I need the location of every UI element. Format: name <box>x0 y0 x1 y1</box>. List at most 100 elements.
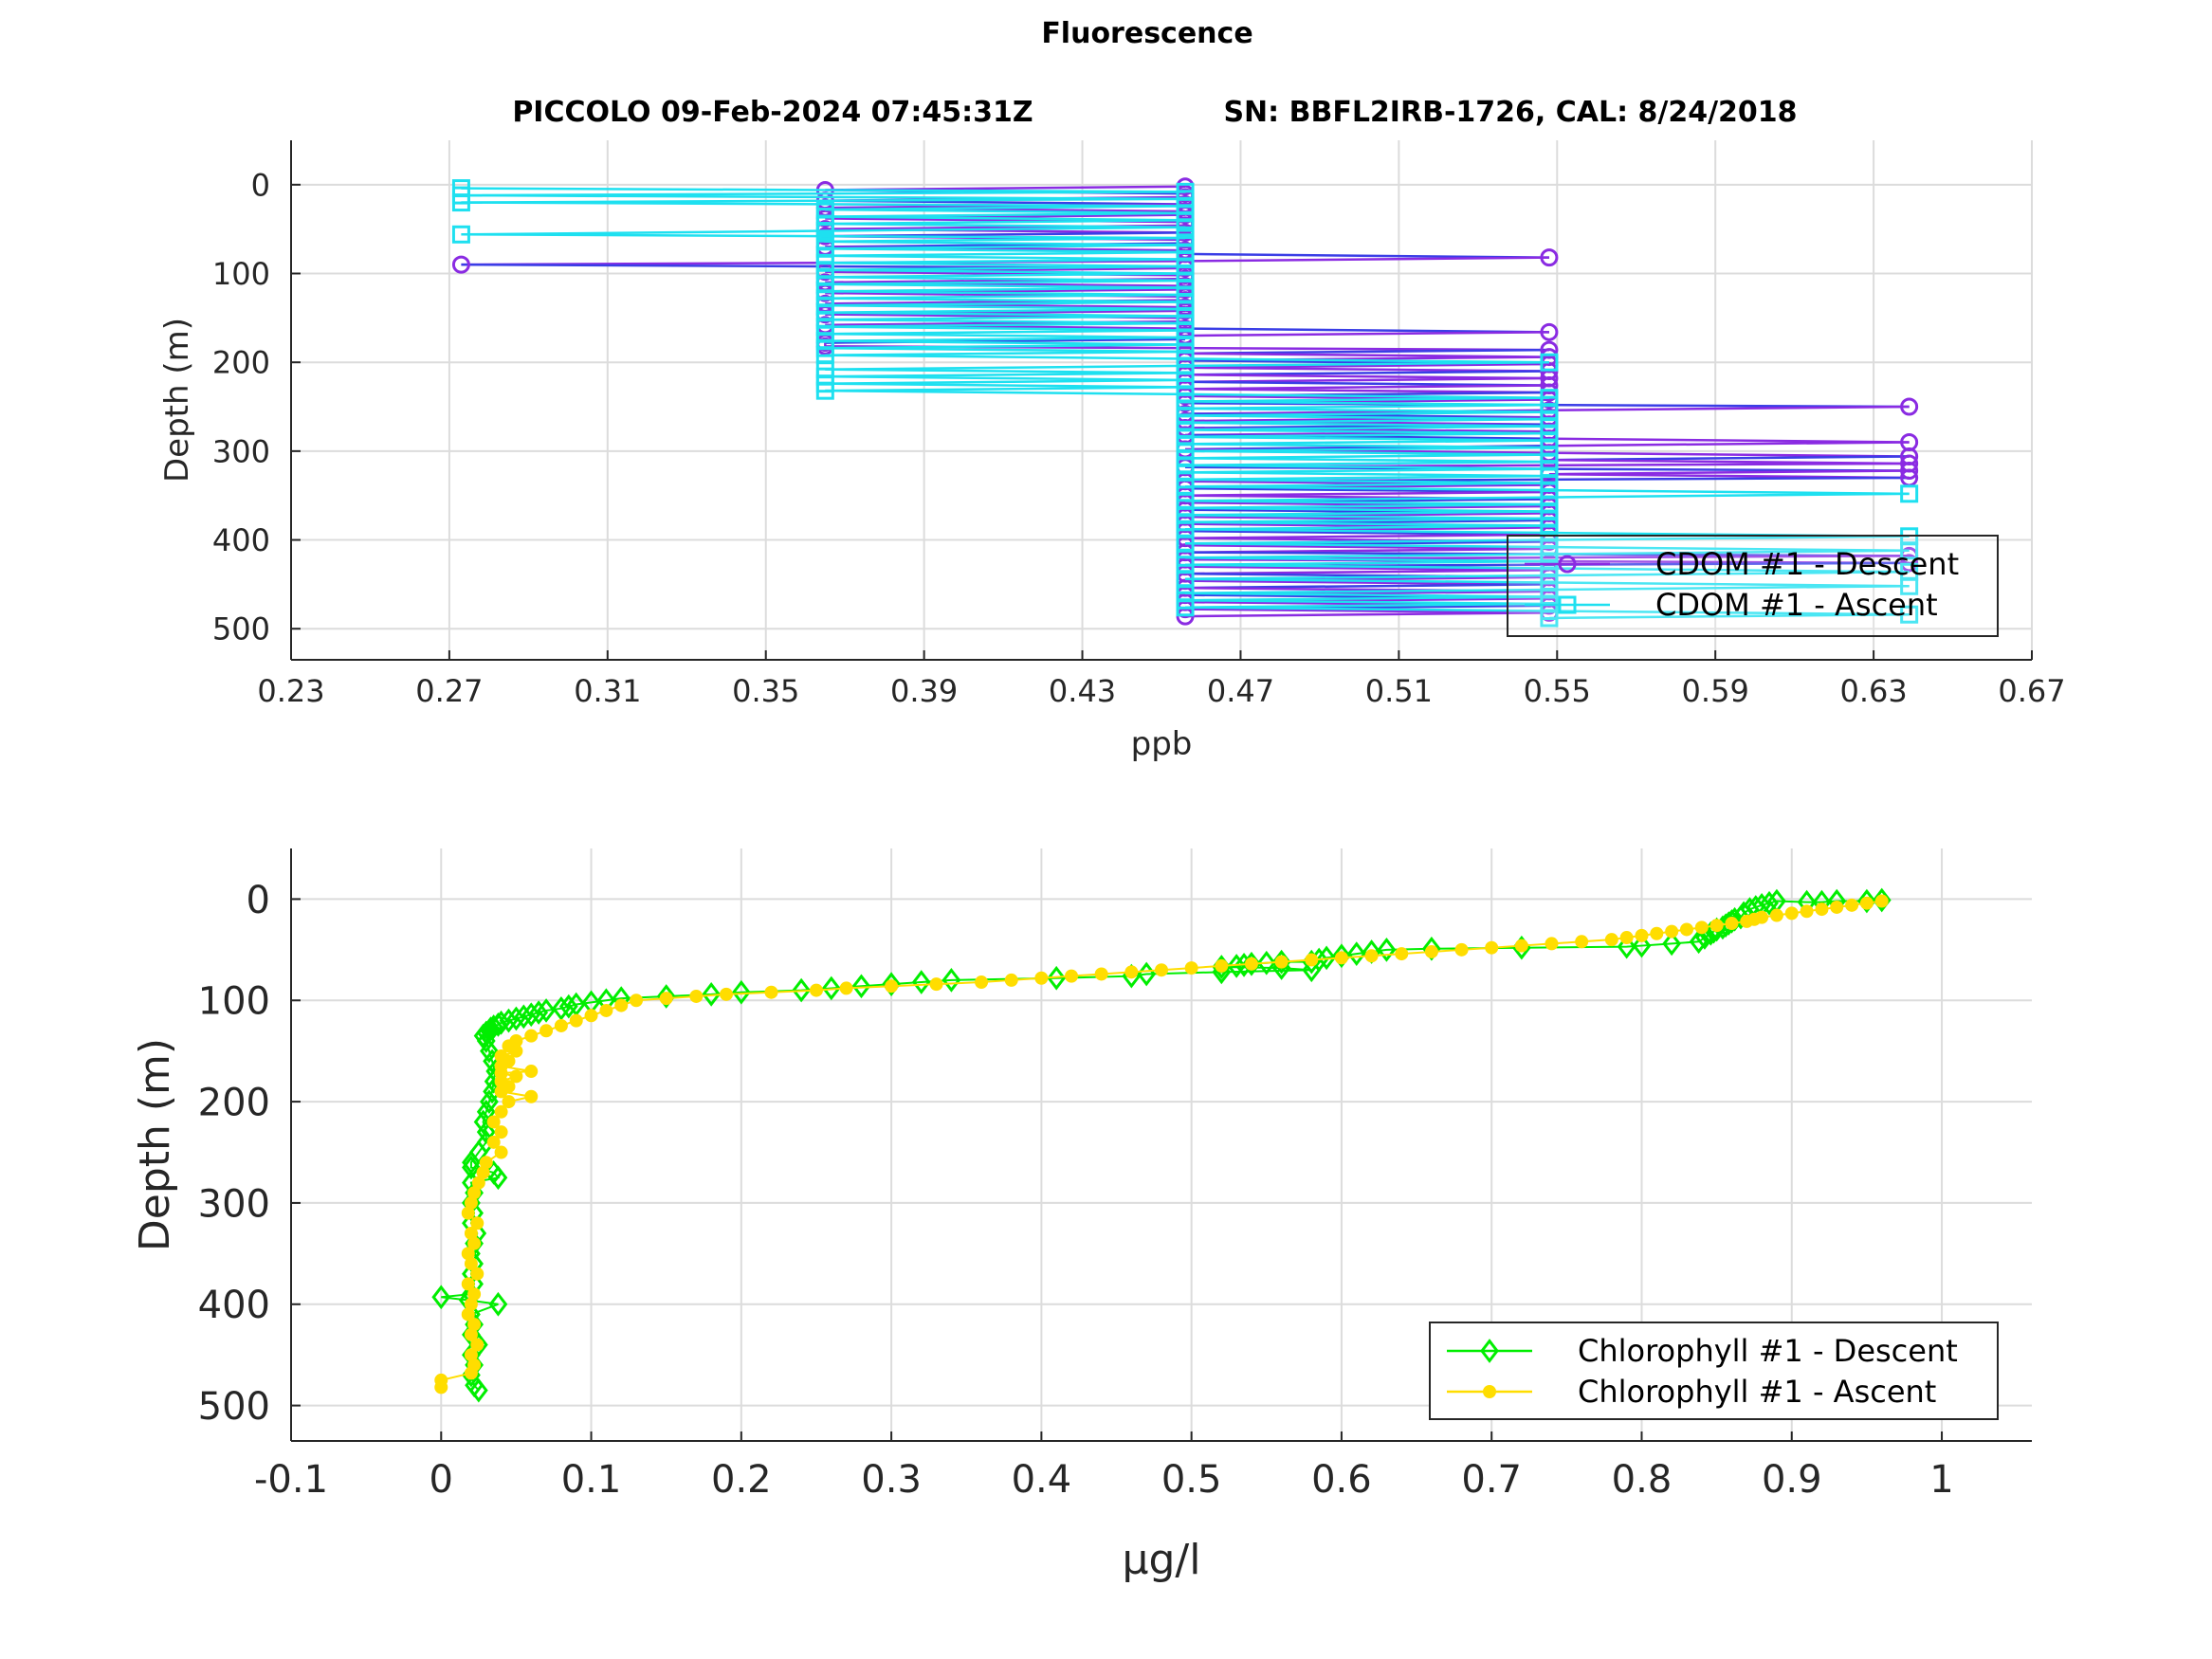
data-point <box>1540 248 1559 267</box>
legend: Chlorophyll #1 - Descent Chlorophyll #1 -… <box>1429 1322 1999 1420</box>
x-tick-label: 0.47 <box>1207 673 1274 709</box>
data-point <box>630 994 644 1008</box>
x-tick-label: 0.7 <box>1461 1458 1522 1502</box>
data-point <box>552 995 571 1021</box>
data-point <box>1215 958 1229 973</box>
series-line-segment <box>1548 488 1910 496</box>
y-tick-label: 100 <box>198 980 270 1024</box>
data-point <box>1604 933 1618 947</box>
data-point <box>882 972 901 997</box>
x-tick-label: 0.27 <box>415 673 483 709</box>
data-point <box>599 1003 613 1017</box>
y-tick-label: 500 <box>212 611 270 647</box>
y-tick-label: 400 <box>198 1284 270 1327</box>
data-point <box>1485 940 1499 955</box>
data-point <box>476 1029 496 1053</box>
x-axis-label: ppb <box>1131 725 1193 763</box>
legend-label: CDOM #1 - Descent <box>1655 546 1959 582</box>
data-point <box>1617 934 1636 959</box>
data-point <box>764 985 778 999</box>
data-point <box>1424 944 1438 958</box>
y-tick-label: 300 <box>198 1182 270 1226</box>
data-point <box>1540 322 1559 341</box>
data-point <box>1377 937 1397 962</box>
data-point <box>470 1267 484 1281</box>
data-point <box>480 1089 499 1114</box>
data-point <box>1176 228 1195 247</box>
data-point <box>1665 924 1679 939</box>
cdom-chart-panel: 0.23 0.27 0.31 0.35 0.39 0.43 0.47 0.51 0.55 0.59… <box>158 140 2066 763</box>
x-tick-label: 0.9 <box>1762 1458 1822 1502</box>
series-line-segment <box>1185 331 1549 337</box>
data-point <box>821 975 841 1001</box>
data-point <box>656 984 676 1009</box>
series-line-segment <box>1185 496 1549 502</box>
data-point <box>1094 967 1108 981</box>
data-point <box>476 1120 496 1145</box>
data-point <box>1900 397 1919 416</box>
data-point <box>911 970 931 994</box>
data-point <box>1650 926 1664 940</box>
data-point <box>885 979 899 994</box>
data-point <box>464 1226 478 1240</box>
data-point <box>809 983 823 997</box>
y-tick-label: 0 <box>251 167 270 203</box>
data-point <box>462 1155 481 1180</box>
data-point <box>1769 908 1783 922</box>
data-point <box>502 1095 516 1109</box>
data-point <box>1334 951 1348 965</box>
x-tick-label: 0.39 <box>890 673 958 709</box>
data-point <box>614 998 629 1012</box>
data-point <box>1900 562 1919 581</box>
data-point <box>1305 953 1319 967</box>
data-point <box>1731 904 1750 930</box>
data-point <box>1176 182 1195 201</box>
x-axis-label: μg/l <box>1123 1536 1201 1584</box>
series-line-segment <box>1185 553 1549 559</box>
data-point <box>569 1013 583 1028</box>
series-1 <box>434 894 1889 1395</box>
x-tick-label: 0.2 <box>711 1458 772 1502</box>
legend-marker <box>1480 1339 1499 1363</box>
chlorophyll-chart-panel: -0.1 0 0.1 0.2 0.3 0.4 0.5 0.6 0.7 0.8 0.9 1 0 100 200… <box>131 848 2032 1584</box>
data-point <box>468 1377 488 1403</box>
series-line-segment <box>1185 538 1549 545</box>
data-point <box>1679 922 1693 937</box>
data-point <box>659 992 673 1006</box>
x-tick-label: 0.23 <box>257 673 324 709</box>
data-point <box>929 977 943 992</box>
legend-label: CDOM #1 - Ascent <box>1655 587 1938 623</box>
data-point <box>494 1145 508 1159</box>
data-point <box>1900 484 1919 503</box>
series-line-segment <box>1548 567 1910 574</box>
data-point <box>1632 933 1652 958</box>
series-line-segment <box>1548 545 1910 553</box>
data-point <box>1900 605 1919 624</box>
data-point <box>1900 461 1919 480</box>
legend-label: Chlorophyll #1 - Ascent <box>1578 1374 1936 1410</box>
data-point <box>1065 969 1079 983</box>
data-point <box>1859 896 1874 910</box>
x-tick-label: 1 <box>1929 1458 1953 1502</box>
series-line-segment <box>1185 357 1549 364</box>
y-axis-label: Depth (m) <box>158 318 196 483</box>
x-tick-label: 0.51 <box>1365 673 1433 709</box>
data-point <box>1346 941 1366 966</box>
data-point <box>1725 917 1739 931</box>
data-point <box>434 1373 448 1387</box>
y-axis-label: Depth (m) <box>131 1038 179 1251</box>
x-tick-label: -0.1 <box>254 1458 328 1502</box>
x-tick-label: 0.63 <box>1839 673 1907 709</box>
y-tick-label: 300 <box>212 433 270 469</box>
data-point <box>815 200 834 219</box>
legend-box <box>1429 1322 1999 1420</box>
data-point <box>464 1348 478 1362</box>
series-line-segment <box>825 364 1186 371</box>
legend-marker <box>1483 1385 1496 1398</box>
data-point <box>467 1287 482 1302</box>
data-point <box>1545 937 1559 951</box>
data-point <box>1124 965 1139 979</box>
data-point <box>975 975 989 990</box>
series-1 <box>451 179 1919 628</box>
data-point <box>451 255 470 274</box>
